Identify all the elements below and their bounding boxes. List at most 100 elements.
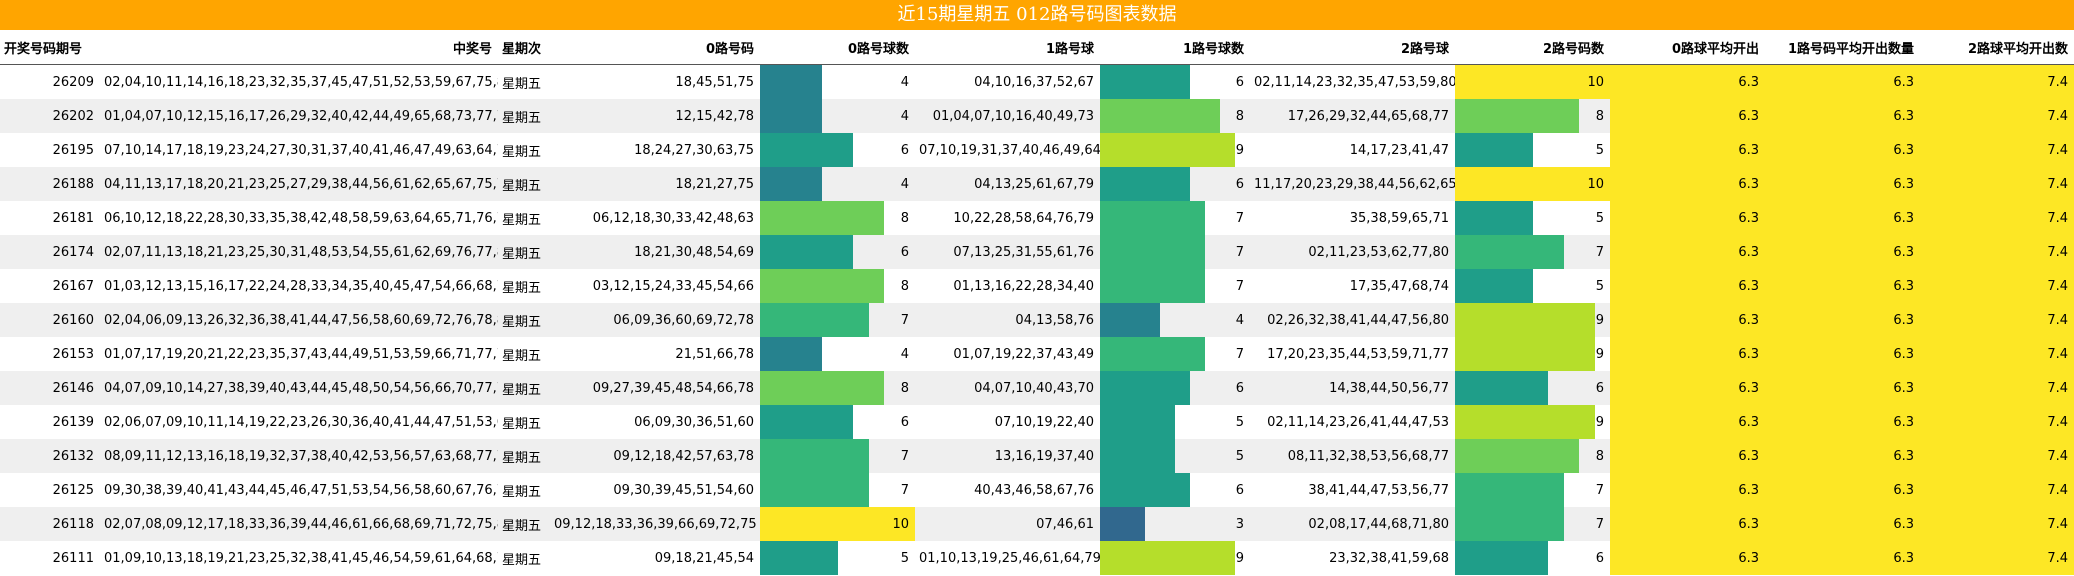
table-row: 26139 02,06,07,09,10,11,14,19,22,23,26,30…: [0, 405, 2074, 439]
route1-numbers-cell: 04,13,25,61,67,79: [915, 167, 1100, 201]
route2-numbers-cell: 17,26,29,32,44,65,68,77: [1250, 99, 1455, 133]
count-value: 5: [1235, 448, 1244, 464]
avg0-cell: 6.3: [1610, 541, 1765, 575]
count-value: 7: [1595, 482, 1604, 498]
count-bar: [760, 405, 853, 439]
count-value: 6: [1235, 74, 1244, 90]
table-row: 26167 01,03,12,13,15,16,17,22,24,28,33,34…: [0, 269, 2074, 303]
winning-numbers-cell: 08,09,11,12,13,16,18,19,32,37,38,40,42,5…: [100, 439, 498, 473]
count-value: 6: [1235, 482, 1244, 498]
chart-title: 近15期星期五 012路号码图表数据: [0, 0, 2074, 30]
col-header-route2: 2路号球: [1250, 30, 1455, 65]
issue-cell: 26139: [0, 405, 100, 439]
route2-count-cell: 9: [1455, 405, 1610, 439]
route1-numbers-cell: 01,10,13,19,25,46,61,64,79: [915, 541, 1100, 575]
route2-count-cell: 10: [1455, 167, 1610, 201]
table-row: 26181 06,10,12,18,22,28,30,33,35,38,42,48…: [0, 201, 2074, 235]
issue-cell: 26202: [0, 99, 100, 133]
route0-count-cell: 4: [760, 64, 915, 99]
avg0-cell: 6.3: [1610, 507, 1765, 541]
route2-count-cell: 6: [1455, 371, 1610, 405]
route0-numbers-cell: 06,12,18,30,33,42,48,63: [550, 201, 760, 235]
count-value: 4: [1235, 312, 1244, 328]
route2-numbers-cell: 38,41,44,47,53,56,77: [1250, 473, 1455, 507]
route1-count-cell: 6: [1100, 167, 1250, 201]
avg0-cell: 6.3: [1610, 201, 1765, 235]
avg1-cell: 6.3: [1765, 235, 1920, 269]
avg0-cell: 6.3: [1610, 371, 1765, 405]
count-bar: [1100, 235, 1205, 269]
avg0-cell: 6.3: [1610, 303, 1765, 337]
count-bar: [1455, 201, 1533, 235]
route1-numbers-cell: 13,16,19,37,40: [915, 439, 1100, 473]
weekday-cell: 星期五: [498, 439, 550, 473]
winning-numbers-cell: 06,10,12,18,22,28,30,33,35,38,42,48,58,5…: [100, 201, 498, 235]
table-body: 26209 02,04,10,11,14,16,18,23,32,35,37,45…: [0, 64, 2074, 575]
count-value: 10: [1587, 74, 1604, 90]
winning-numbers-cell: 02,06,07,09,10,11,14,19,22,23,26,30,36,4…: [100, 405, 498, 439]
count-value: 8: [900, 210, 909, 226]
route2-count-cell: 6: [1455, 541, 1610, 575]
avg2-cell: 7.4: [1920, 507, 2074, 541]
avg1-cell: 6.3: [1765, 473, 1920, 507]
route2-numbers-cell: 02,11,23,53,62,77,80: [1250, 235, 1455, 269]
route1-numbers-cell: 10,22,28,58,64,76,79: [915, 201, 1100, 235]
count-bar: [1455, 269, 1533, 303]
count-value: 5: [1595, 210, 1604, 226]
route1-numbers-cell: 07,10,19,31,37,40,46,49,64: [915, 133, 1100, 167]
issue-cell: 26118: [0, 507, 100, 541]
avg0-cell: 6.3: [1610, 99, 1765, 133]
route0-numbers-cell: 09,30,39,45,51,54,60: [550, 473, 760, 507]
avg2-cell: 7.4: [1920, 235, 2074, 269]
route1-numbers-cell: 04,10,16,37,52,67: [915, 64, 1100, 99]
count-value: 4: [900, 74, 909, 90]
winning-numbers-cell: 01,03,12,13,15,16,17,22,24,28,33,34,35,4…: [100, 269, 498, 303]
count-bar: [1455, 507, 1564, 541]
count-bar: [760, 439, 869, 473]
weekday-cell: 星期五: [498, 269, 550, 303]
route0-count-cell: 6: [760, 133, 915, 167]
issue-cell: 26111: [0, 541, 100, 575]
route2-numbers-cell: 02,08,17,44,68,71,80: [1250, 507, 1455, 541]
route0-numbers-cell: 06,09,36,60,69,72,78: [550, 303, 760, 337]
route1-count-cell: 7: [1100, 235, 1250, 269]
count-value: 7: [900, 448, 909, 464]
count-value: 5: [1595, 278, 1604, 294]
count-bar: [760, 235, 853, 269]
route1-numbers-cell: 01,07,19,22,37,43,49: [915, 337, 1100, 371]
route0-numbers-cell: 18,24,27,30,63,75: [550, 133, 760, 167]
route2-numbers-cell: 14,38,44,50,56,77: [1250, 371, 1455, 405]
count-value: 9: [1595, 414, 1604, 430]
count-bar: [1100, 405, 1175, 439]
count-bar: [760, 99, 822, 133]
route1-count-cell: 5: [1100, 405, 1250, 439]
table-row: 26209 02,04,10,11,14,16,18,23,32,35,37,45…: [0, 64, 2074, 99]
route2-numbers-cell: 11,17,20,23,29,38,44,56,62,65: [1250, 167, 1455, 201]
issue-cell: 26167: [0, 269, 100, 303]
count-value: 8: [900, 380, 909, 396]
avg1-cell: 6.3: [1765, 99, 1920, 133]
avg2-cell: 7.4: [1920, 473, 2074, 507]
table-row: 26174 02,07,11,13,18,21,23,25,30,31,48,53…: [0, 235, 2074, 269]
table-row: 26146 04,07,09,10,14,27,38,39,40,43,44,45…: [0, 371, 2074, 405]
data-table: 开奖号码期号 中奖号 星期次 0路号码 0路号球数 1路号球 1路号球数 2路号…: [0, 30, 2074, 575]
count-value: 3: [1235, 516, 1244, 532]
avg1-cell: 6.3: [1765, 64, 1920, 99]
route1-numbers-cell: 04,13,58,76: [915, 303, 1100, 337]
avg1-cell: 6.3: [1765, 133, 1920, 167]
route0-count-cell: 8: [760, 269, 915, 303]
winning-numbers-cell: 07,10,14,17,18,19,23,24,27,30,31,37,40,4…: [100, 133, 498, 167]
count-value: 8: [1235, 108, 1244, 124]
count-bar: [1455, 235, 1564, 269]
issue-cell: 26209: [0, 64, 100, 99]
avg0-cell: 6.3: [1610, 405, 1765, 439]
route0-numbers-cell: 09,18,21,45,54: [550, 541, 760, 575]
table-row: 26202 01,04,07,10,12,15,16,17,26,29,32,40…: [0, 99, 2074, 133]
count-value: 10: [1587, 176, 1604, 192]
count-bar: [1455, 541, 1548, 575]
count-value: 4: [900, 176, 909, 192]
count-bar: [1100, 133, 1235, 167]
table-row: 26111 01,09,10,13,18,19,21,23,25,32,38,41…: [0, 541, 2074, 575]
avg0-cell: 6.3: [1610, 439, 1765, 473]
route1-count-cell: 5: [1100, 439, 1250, 473]
